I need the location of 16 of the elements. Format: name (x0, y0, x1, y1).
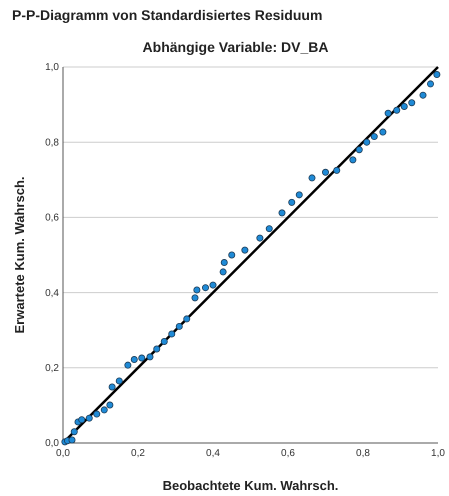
x-tick-label: 0,2 (131, 448, 146, 460)
y-axis-title: Erwartete Kum. Wahrsch. (12, 176, 27, 334)
y-tick-label: 1,0 (45, 62, 60, 74)
x-tick-label: 0,4 (206, 448, 220, 460)
chart-title: P-P-Diagramm von Standardisiertes Residuum (12, 7, 322, 23)
x-axis-title: Beobachtete Kum. Wahrsch. (162, 478, 338, 493)
x-tick-label: 0,8 (356, 448, 370, 460)
x-tick-label: 0,0 (56, 448, 70, 460)
y-tick-label: 0,8 (45, 137, 60, 148)
y-tick-label: 0,0 (45, 438, 60, 450)
y-tick-label: 0,4 (45, 288, 60, 299)
y-tick-label: 0,2 (45, 363, 60, 374)
y-tick-label: 0,6 (45, 212, 60, 224)
x-tick-label: 1,0 (431, 448, 446, 460)
chart-subtitle: Abhängige Variable: DV_BA (142, 39, 328, 55)
x-tick-label: 0,6 (281, 448, 296, 460)
